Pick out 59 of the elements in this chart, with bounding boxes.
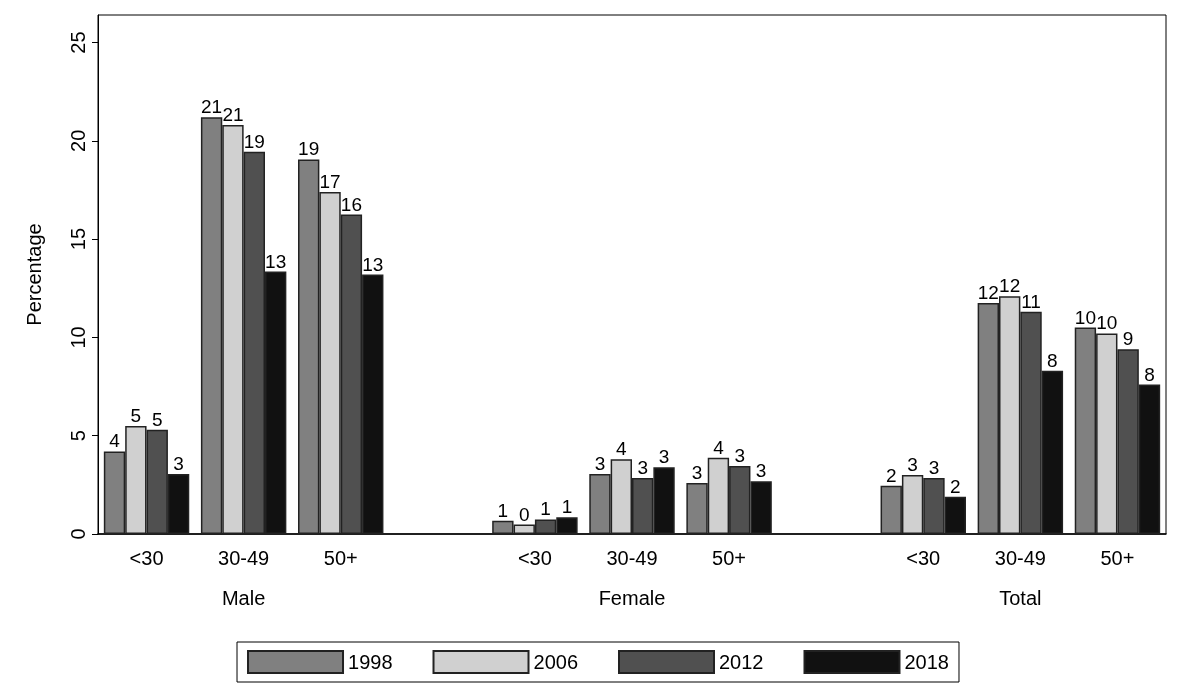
x-tick-label: 30-49 <box>994 547 1046 569</box>
data-label: 19 <box>243 130 265 152</box>
data-label: 8 <box>1144 363 1155 385</box>
x-tick-label: 30-49 <box>606 547 658 569</box>
data-label: 3 <box>637 456 648 478</box>
data-label: 1 <box>561 496 573 518</box>
data-label: 10 <box>1074 306 1096 328</box>
data-label: 11 <box>1021 290 1041 312</box>
y-axis-title: Percentage <box>23 223 45 326</box>
legend-label: 2006 <box>533 651 579 673</box>
data-label: 17 <box>319 170 341 192</box>
y-tick-label: 0 <box>67 528 89 540</box>
data-label: 4 <box>616 438 628 460</box>
data-label: 12 <box>977 282 999 304</box>
x-tick-label: <30 <box>129 547 164 569</box>
text: Female <box>598 587 666 609</box>
data-label: 10 <box>1096 312 1118 334</box>
data-label: 13 <box>265 250 287 272</box>
x-tick-label: <30 <box>517 547 552 569</box>
x-tick-label: <30 <box>906 547 941 569</box>
data-label: 21 <box>201 96 223 118</box>
data-label: 12 <box>999 275 1021 297</box>
data-label: 2 <box>885 464 897 486</box>
data-label: 13 <box>362 253 384 275</box>
text: Male <box>221 587 266 609</box>
data-label: 3 <box>691 461 703 483</box>
y-tick-label: 15 <box>67 227 89 251</box>
data-label: 4 <box>109 430 121 452</box>
data-label: 21 <box>222 104 244 126</box>
data-label: 3 <box>173 453 184 475</box>
x-tick-label: 50+ <box>1100 547 1135 569</box>
data-label: 9 <box>1122 328 1134 350</box>
y-tick-label: 10 <box>67 326 89 349</box>
x-tick-label: 30-49 <box>218 547 270 569</box>
data-label: 3 <box>755 460 767 482</box>
y-tick-label: 20 <box>67 129 89 152</box>
x-tick-label: 50+ <box>323 547 358 569</box>
x-tick-label: 50+ <box>712 547 747 569</box>
data-label: 1 <box>497 499 509 521</box>
data-label: 3 <box>734 444 746 466</box>
data-label: 5 <box>151 408 163 430</box>
data-label: 3 <box>658 446 670 468</box>
legend-label: 2012 <box>719 651 764 673</box>
text: Total <box>999 587 1042 609</box>
data-label: 0 <box>518 503 530 525</box>
y-tick-label: 5 <box>67 430 89 442</box>
data-label: 16 <box>340 193 362 215</box>
data-label: 2 <box>950 475 961 497</box>
data-label: 3 <box>928 456 940 478</box>
data-label: 3 <box>594 453 606 475</box>
data-label: 4 <box>713 436 725 458</box>
legend-label: 2018 <box>904 651 949 673</box>
data-label: 3 <box>907 454 918 476</box>
data-label: 8 <box>1047 349 1058 371</box>
data-label: 19 <box>298 138 320 160</box>
data-label: 1 <box>540 498 551 520</box>
y-tick-label: 25 <box>67 31 89 54</box>
legend-label: 1998 <box>348 651 393 673</box>
data-label: 5 <box>130 404 142 426</box>
